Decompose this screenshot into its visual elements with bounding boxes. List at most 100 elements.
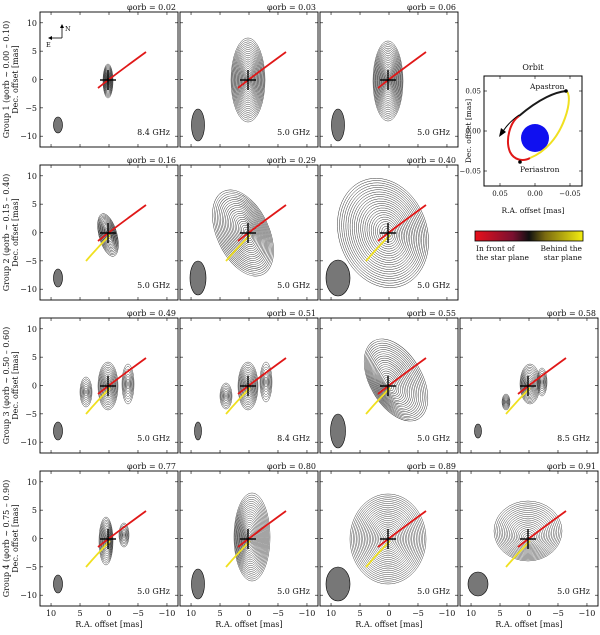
contour xyxy=(505,400,507,404)
contour xyxy=(121,363,135,405)
apastron-label: Apastron xyxy=(529,82,565,91)
beam-ellipse xyxy=(325,259,351,297)
contour xyxy=(260,364,272,400)
radio-contours xyxy=(363,338,429,422)
contour xyxy=(337,178,429,288)
orbit-ylabel: Dec. offset [mas] xyxy=(464,99,473,163)
contour xyxy=(502,510,554,556)
contour xyxy=(241,517,259,559)
panel-frequency-label: 8.5 GHz xyxy=(557,434,590,443)
contour xyxy=(374,44,402,118)
contour xyxy=(352,497,424,581)
contour xyxy=(495,502,561,561)
contour xyxy=(230,211,261,255)
y-tick-label: −5 xyxy=(25,104,37,113)
contour xyxy=(103,64,113,98)
contour xyxy=(510,519,546,551)
orbit-inset: Orbit Apastron Periastron 0.05 0.00 −0.05 0… xyxy=(460,63,583,215)
contour xyxy=(373,357,412,407)
x-tick-label: −10 xyxy=(299,609,316,618)
radio-contours xyxy=(337,178,429,288)
panel-phase-label: φorb = 0.80 xyxy=(267,462,316,471)
map-panel-9: φorb = 0.55 5.0 GHz xyxy=(319,309,459,454)
contour xyxy=(81,380,91,404)
contour xyxy=(121,530,127,540)
contour xyxy=(368,212,404,254)
contour xyxy=(218,197,270,269)
map-panel-6: φorb = 0.40 5.0 GHz xyxy=(319,156,459,301)
group-row-label: Group 2 (φorb ~ 0.15 – 0.40) xyxy=(2,174,11,292)
orbit-y-tick-label: −0.05 xyxy=(460,168,481,176)
contour xyxy=(219,382,233,410)
contour xyxy=(233,492,271,582)
contour xyxy=(374,360,410,406)
contour xyxy=(379,368,403,399)
x-tick-label: −10 xyxy=(159,609,176,618)
x-tick-label: 5 xyxy=(357,609,362,618)
orbit-title: Orbit xyxy=(522,63,544,72)
contour xyxy=(222,387,230,405)
contour xyxy=(354,499,422,579)
x-tick-label: 10 xyxy=(186,609,196,618)
contour xyxy=(372,355,414,409)
x-axis-label: R.A. offset [mas] xyxy=(215,620,282,629)
x-tick-label: 10 xyxy=(46,609,56,618)
orbit-x-tick-label: −0.05 xyxy=(559,190,580,198)
contour xyxy=(376,51,400,111)
map-panel-14: φorb = 0.91 5.0 GHz 10 5 0 −5 −10 R.A. offset [… xyxy=(459,462,599,629)
contour xyxy=(370,518,406,560)
contour xyxy=(236,501,267,574)
contour xyxy=(507,515,549,553)
panel-phase-label: φorb = 0.55 xyxy=(407,309,456,318)
contour xyxy=(500,508,556,557)
y-tick-label: −5 xyxy=(25,563,37,572)
apastron-point xyxy=(564,89,568,93)
panel-phase-label: φorb = 0.16 xyxy=(127,156,176,165)
x-tick-label: −10 xyxy=(579,609,596,618)
contour xyxy=(360,203,411,263)
group-row-label: Group 4 (φorb ~ 0.75 – 0.90) xyxy=(2,480,11,598)
orbit-arc-front xyxy=(377,51,427,89)
x-tick-label: 5 xyxy=(497,609,502,618)
contour xyxy=(497,504,559,560)
contour xyxy=(371,520,405,558)
contour xyxy=(370,351,418,412)
map-panel-1: φorb = 0.02 8.4 GHz 10 5 0 −5 −10 Dec. offset [… xyxy=(11,3,179,148)
contour xyxy=(238,363,258,409)
x-tick-label: 0 xyxy=(526,609,531,618)
contour xyxy=(376,525,400,553)
contour xyxy=(230,37,266,123)
orbit-x-tick-label: 0.00 xyxy=(527,190,543,198)
contour xyxy=(522,370,537,400)
y-tick-label: 5 xyxy=(32,506,37,515)
contour xyxy=(125,376,131,392)
beam-ellipse xyxy=(467,571,489,597)
contour xyxy=(377,221,397,245)
panel-phase-label: φorb = 0.58 xyxy=(547,309,596,318)
contour xyxy=(375,362,409,404)
contour xyxy=(356,198,414,268)
contour xyxy=(103,66,113,95)
contour xyxy=(356,501,420,577)
x-tick-label: 0 xyxy=(386,609,391,618)
beam-ellipse xyxy=(325,566,351,602)
contour xyxy=(378,56,398,105)
orbit-arc-front xyxy=(377,357,427,395)
contour xyxy=(236,503,266,572)
panel-frequency-label: 5.0 GHz xyxy=(417,128,450,137)
beam-ellipse xyxy=(53,116,63,134)
x-tick-label: 10 xyxy=(466,609,476,618)
panel-frequency-label: 5.0 GHz xyxy=(137,587,170,596)
panel-frequency-label: 8.4 GHz xyxy=(137,128,170,137)
orbit-arc-front xyxy=(97,51,147,89)
contour xyxy=(261,366,271,398)
panel-frequency-label: 5.0 GHz xyxy=(557,587,590,596)
contour xyxy=(351,495,425,583)
contour xyxy=(102,63,114,99)
panel-frequency-label: 5.0 GHz xyxy=(417,587,450,596)
contour xyxy=(238,507,264,568)
y-tick-label: 0 xyxy=(32,229,37,238)
map-panel-13: φorb = 0.89 5.0 GHz 10 5 0 −5 −10 R.A. offset [… xyxy=(319,462,459,629)
contour xyxy=(504,399,508,405)
map-panel-2: φorb = 0.03 5.0 GHz xyxy=(179,3,319,148)
